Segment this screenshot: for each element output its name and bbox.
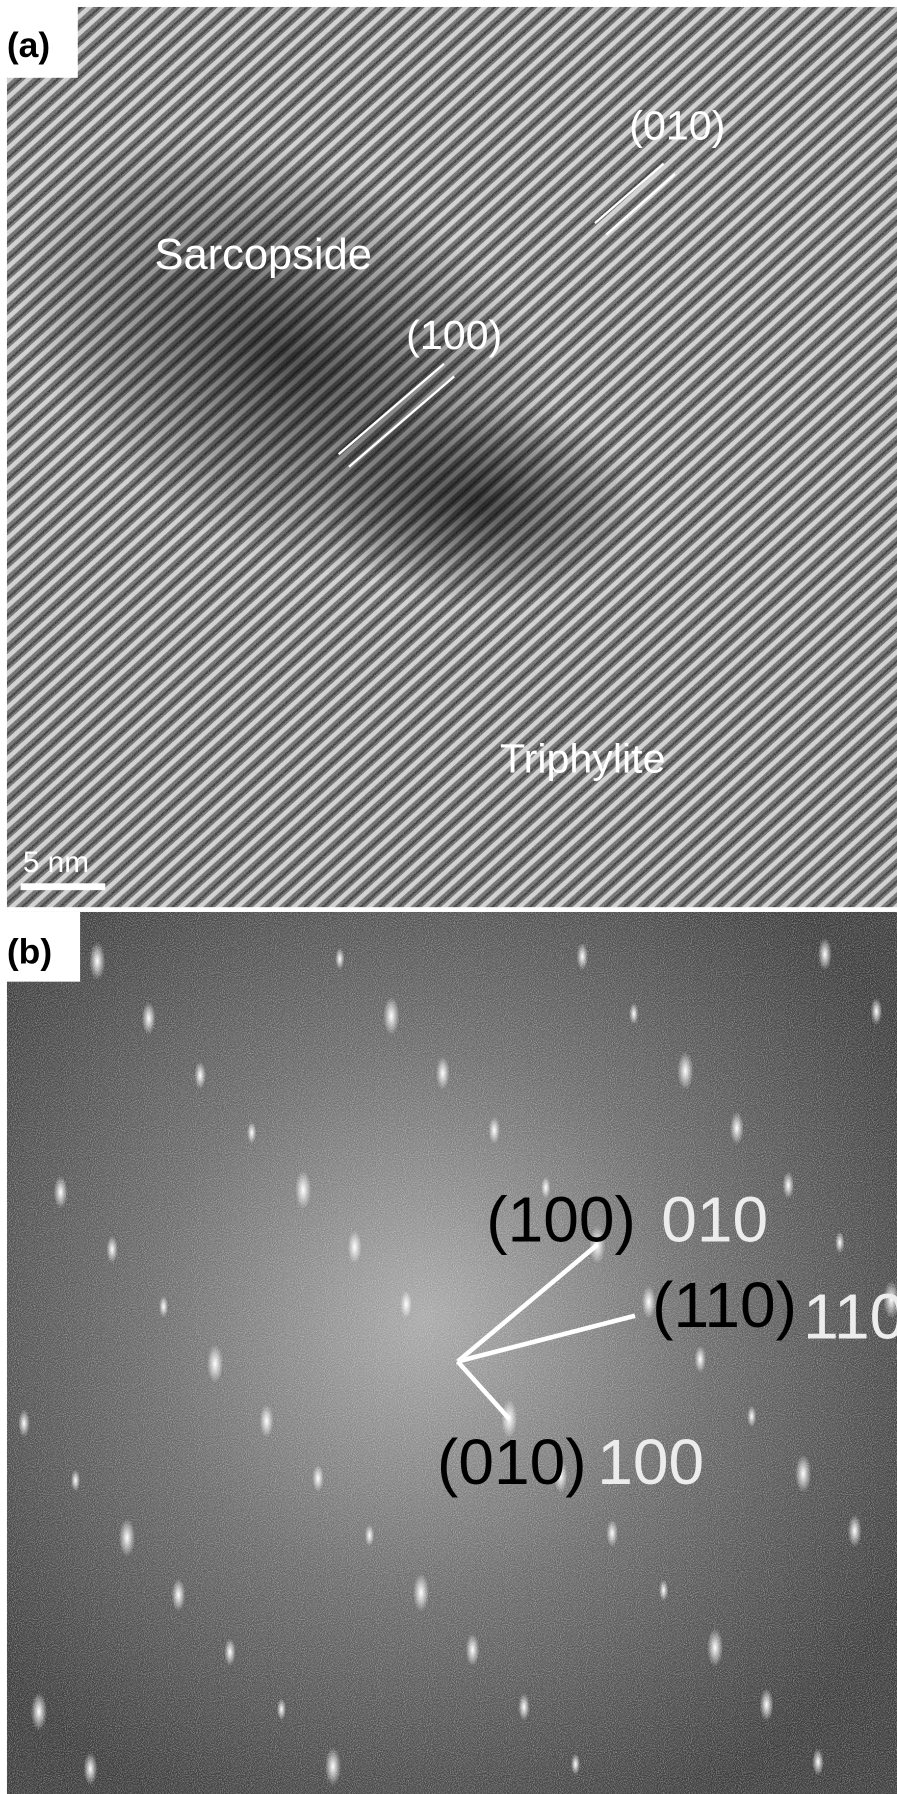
diffraction-spot <box>31 1692 47 1730</box>
diffraction-spot <box>172 1578 186 1611</box>
diffraction-spot <box>247 1122 256 1144</box>
diffraction-spot <box>84 1752 98 1785</box>
diffraction-spot <box>871 998 882 1025</box>
figure: (010) Sarcopside (100) Triphylite 5 nm (… <box>0 0 897 1794</box>
plane-label: (110) <box>652 1269 797 1341</box>
diffraction-spot <box>207 1345 223 1383</box>
diffraction-spot <box>383 997 399 1035</box>
diffraction-spot <box>783 1172 794 1199</box>
index-label: 100 <box>597 1426 704 1498</box>
panel-a: (010) Sarcopside (100) Triphylite 5 nm <box>0 7 897 907</box>
diffraction-spot <box>730 1112 744 1145</box>
diffraction-spot <box>848 1514 862 1547</box>
diffraction-spot <box>571 1753 580 1775</box>
panel-label: (b) <box>7 931 52 971</box>
diffraction-spot <box>325 1747 341 1785</box>
diffraction-spot <box>295 1171 311 1209</box>
phase-label: Sarcopside <box>154 231 371 279</box>
diffraction-spot <box>629 1003 638 1025</box>
diffraction-spot <box>466 1633 480 1666</box>
diffraction-spot <box>224 1638 235 1665</box>
diffraction-spot <box>835 1232 844 1254</box>
diffraction-spot <box>277 1698 286 1720</box>
plane-label: (100) <box>406 312 502 358</box>
diffraction-spot <box>312 1464 323 1491</box>
diffraction-spot <box>518 1693 529 1720</box>
diffraction-spot <box>89 942 105 980</box>
diffraction-spot <box>260 1405 274 1438</box>
diffraction-spot <box>413 1573 429 1611</box>
diffraction-spot <box>795 1454 811 1492</box>
diffraction-spot <box>489 1117 500 1144</box>
panel-b: (100) 010 (110) 110 (010) 100 <box>7 912 897 1794</box>
page: {"panel_a": {"label": "(a)", "plane_1": … <box>0 0 897 1794</box>
panel-label: (a) <box>7 25 50 65</box>
diffraction-spot <box>812 1748 823 1775</box>
diffraction-spot <box>54 1176 68 1209</box>
diffraction-spot <box>436 1057 450 1090</box>
phase-label: Triphylite <box>500 735 666 781</box>
diffraction-spot <box>760 1688 774 1721</box>
diffraction-spot <box>106 1236 117 1263</box>
dark-region <box>320 400 640 606</box>
diffraction-spot <box>335 948 344 970</box>
index-label: 010 <box>661 1183 768 1255</box>
index-label: 110 <box>803 1281 897 1353</box>
diffraction-spot <box>119 1518 135 1556</box>
scale-label: 5 nm <box>23 846 89 879</box>
plane-label: (100) <box>486 1183 636 1255</box>
diffraction-spot <box>365 1524 374 1546</box>
diffraction-spot <box>71 1470 80 1492</box>
scale-bar <box>21 883 106 890</box>
diffraction-spot <box>747 1405 756 1427</box>
diffraction-spot <box>195 1062 206 1089</box>
image-noise <box>7 912 897 1794</box>
diffraction-spot <box>142 1002 156 1035</box>
diffraction-spot <box>348 1231 362 1264</box>
diffraction-spot <box>659 1579 668 1601</box>
diffraction-spot <box>707 1628 723 1666</box>
diffraction-spot <box>677 1052 693 1090</box>
diffraction-spot <box>577 943 588 970</box>
diffraction-spot <box>159 1296 168 1318</box>
diffraction-spot <box>400 1291 411 1318</box>
plane-label: (010) <box>437 1426 587 1498</box>
diffraction-spot <box>694 1346 705 1373</box>
plane-label: (010) <box>629 103 725 149</box>
diffraction-spot <box>818 938 832 971</box>
diffraction-spot <box>606 1519 617 1546</box>
diffraction-spot <box>18 1410 29 1437</box>
